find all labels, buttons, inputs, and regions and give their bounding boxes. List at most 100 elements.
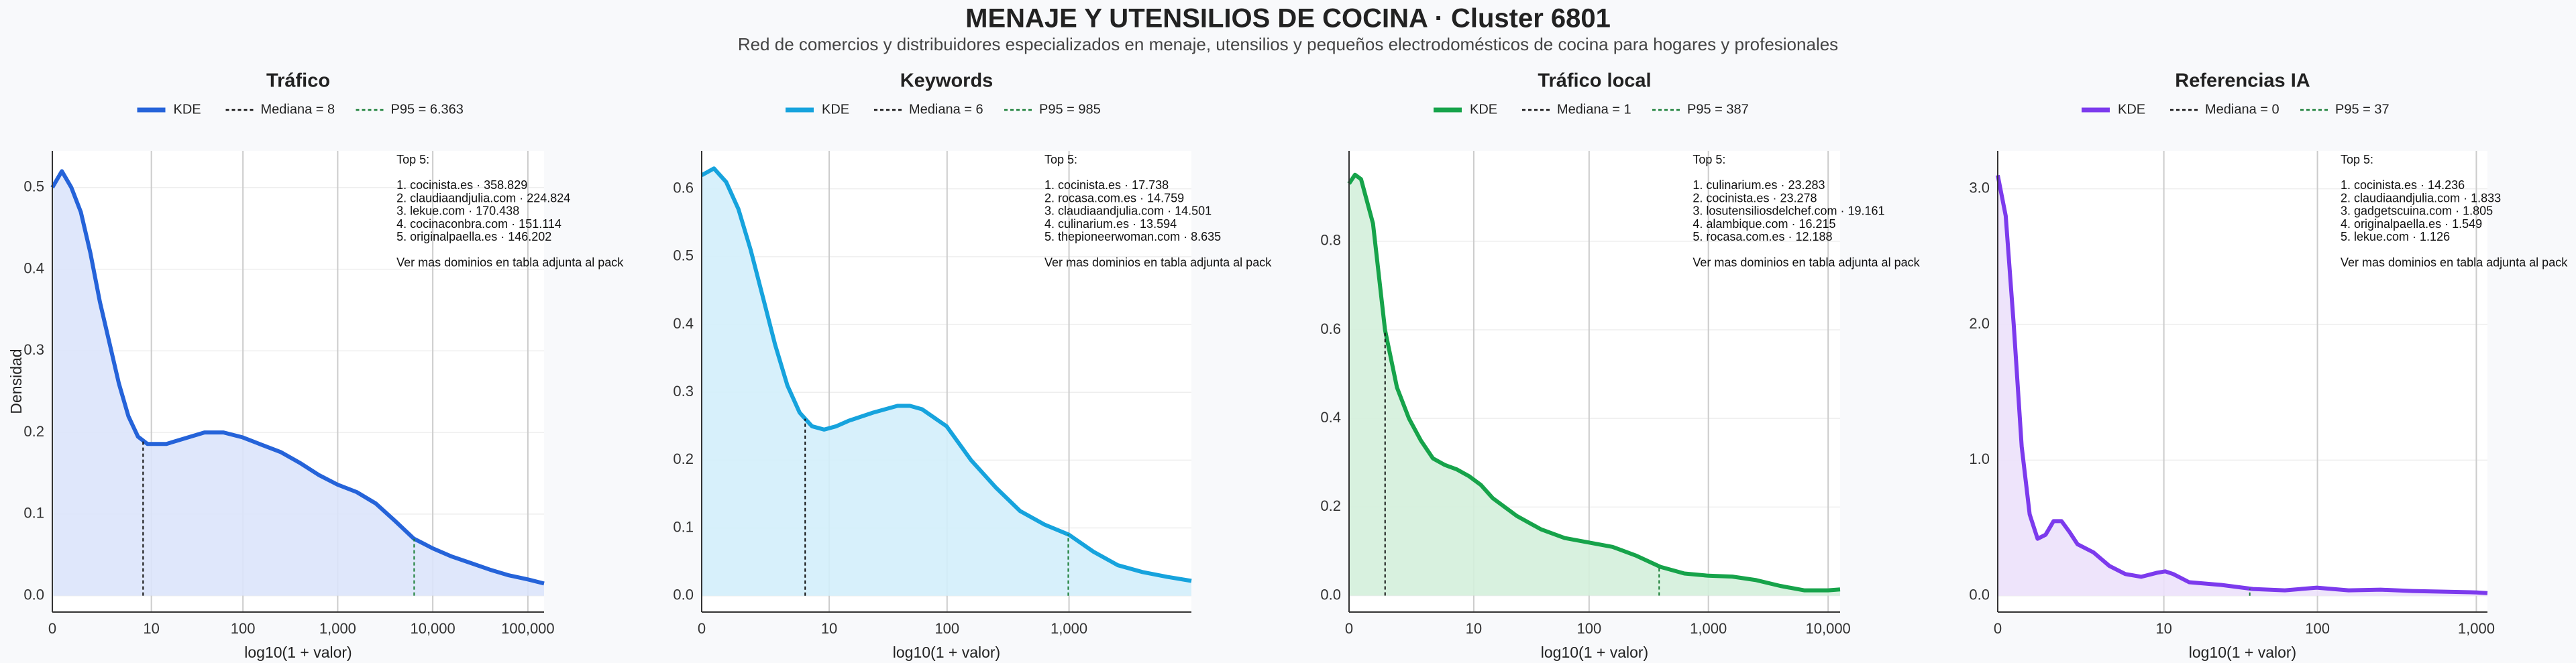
x-axis-label: log10(1 + valor) (893, 644, 1000, 661)
y-axis-label: Densidad (7, 349, 25, 414)
plot-area (1998, 151, 2487, 612)
y-tick-label: 3.0 (1969, 179, 1990, 196)
y-tick-label: 0.6 (1320, 320, 1341, 337)
annotation-line: 1. cocinista.es · 358.829 (396, 178, 527, 192)
x-tick-label: 0 (1345, 620, 1353, 637)
kde-area (52, 171, 544, 596)
annotation-line: Top 5: (1693, 153, 1725, 166)
figure-title: MENAJE Y UTENSILIOS DE COCINA · Cluster … (965, 4, 1611, 34)
x-axis-label: log10(1 + valor) (2189, 644, 2296, 661)
annotation-line: Ver mas dominios en tabla adjunta al pac… (1044, 255, 1272, 269)
x-tick-label: 10 (2155, 620, 2171, 637)
x-axis-label: log10(1 + valor) (244, 644, 352, 661)
annotation-line: 4. originalpaella.es · 1.549 (2341, 217, 2482, 231)
y-tick-label: 0.6 (673, 179, 694, 196)
x-tick-label: 1,000 (319, 620, 356, 637)
annotation-line: 4. cocinaconbra.com · 151.114 (396, 217, 561, 231)
annotation-line: 4. alambique.com · 16.215 (1693, 217, 1835, 231)
annotation-line: Top 5: (2341, 153, 2373, 166)
figure-subtitle: Red de comercios y distribuidores especi… (738, 34, 1838, 54)
x-tick-label: 10,000 (1806, 620, 1851, 637)
x-tick-label: 10 (1466, 620, 1482, 637)
annotation-line: 1. culinarium.es · 23.283 (1693, 178, 1825, 192)
annotation-line: 3. claudiaandjulia.com · 14.501 (1044, 204, 1212, 218)
legend-label: P95 = 985 (1039, 102, 1101, 117)
x-tick-label: 100 (231, 620, 256, 637)
x-tick-label: 100,000 (501, 620, 555, 637)
kde-line (1347, 172, 1841, 593)
y-tick-label: 0.3 (673, 383, 694, 400)
y-tick-label: 0.0 (23, 586, 44, 603)
x-tick-label: 1,000 (1690, 620, 1727, 637)
annotation-line: 4. culinarium.es · 13.594 (1044, 217, 1177, 231)
legend-label: P95 = 37 (2335, 102, 2390, 117)
legend-label: P95 = 6.363 (391, 102, 464, 117)
annotation-line: 2. claudiaandjulia.com · 224.824 (396, 191, 570, 204)
y-tick-label: 0.0 (673, 587, 694, 603)
legend-label: Mediana = 0 (2205, 102, 2279, 117)
x-tick-label: 0 (1994, 620, 2002, 637)
y-tick-label: 0.2 (23, 423, 44, 440)
kde-line (50, 169, 545, 586)
legend-label: KDE (174, 102, 201, 117)
annotation-line: 2. cocinista.es · 23.278 (1693, 191, 1817, 204)
annotation-line: 5. thepioneerwoman.com · 8.635 (1044, 230, 1221, 243)
annotation-line: 3. losutensiliosdelchef.com · 19.161 (1693, 204, 1884, 218)
x-tick-label: 0 (48, 620, 56, 637)
annotation-line: 3. lekue.com · 170.438 (396, 204, 519, 218)
legend-label: KDE (822, 102, 849, 117)
legend-label: Mediana = 6 (909, 102, 983, 117)
annotation-line: 1. cocinista.es · 14.236 (2341, 178, 2465, 192)
x-axis-label: log10(1 + valor) (1541, 644, 1648, 661)
annotation-line: Ver mas dominios en tabla adjunta al pac… (1693, 255, 1920, 269)
y-tick-label: 2.0 (1969, 315, 1990, 332)
annotation-line: 5. lekue.com · 1.126 (2341, 230, 2450, 243)
y-tick-label: 0.4 (673, 315, 694, 332)
x-tick-label: 1,000 (1051, 620, 1087, 637)
y-tick-label: 0.0 (1969, 587, 1990, 603)
x-tick-label: 10 (143, 620, 159, 637)
panel-title: Tráfico local (1538, 70, 1651, 92)
annotation-line: Ver mas dominios en tabla adjunta al pac… (396, 255, 624, 269)
kde-line (1996, 174, 2488, 595)
y-tick-label: 0.4 (23, 259, 44, 276)
y-tick-label: 0.1 (673, 518, 694, 535)
annotation-line: 2. claudiaandjulia.com · 1.833 (2341, 191, 2501, 204)
annotation-line: Ver mas dominios en tabla adjunta al pac… (2341, 255, 2568, 269)
kde-area (1349, 174, 1840, 596)
legend-label: KDE (2118, 102, 2145, 117)
y-tick-label: 0.2 (673, 450, 694, 467)
y-tick-label: 0.2 (1320, 497, 1341, 514)
y-tick-label: 0.5 (23, 178, 44, 195)
x-tick-label: 1,000 (2458, 620, 2495, 637)
panel-title: Keywords (900, 70, 994, 92)
y-tick-label: 1.0 (1969, 450, 1990, 467)
annotation-line: 2. rocasa.com.es · 14.759 (1044, 191, 1184, 204)
y-tick-label: 0.5 (673, 247, 694, 264)
x-tick-label: 100 (934, 620, 959, 637)
x-tick-label: 100 (2305, 620, 2330, 637)
panel-title: Referencias IA (2175, 70, 2310, 92)
annotation-line: 5. originalpaella.es · 146.202 (396, 230, 551, 243)
legend-label: Mediana = 1 (1557, 102, 1631, 117)
annotation-line: Top 5: (1044, 153, 1077, 166)
y-tick-label: 0.1 (23, 505, 44, 522)
annotation-line: Top 5: (396, 153, 429, 166)
legend-label: KDE (1470, 102, 1497, 117)
annotation-line: 5. rocasa.com.es · 12.188 (1693, 230, 1832, 243)
kde-area (1998, 175, 2487, 596)
x-tick-label: 0 (698, 620, 706, 637)
x-tick-label: 10 (821, 620, 837, 637)
panel-title: Tráfico (266, 70, 330, 92)
kde-line (700, 166, 1192, 583)
y-tick-label: 0.8 (1320, 232, 1341, 249)
annotation-line: 3. gadgetscuina.com · 1.805 (2341, 204, 2493, 218)
x-tick-label: 10,000 (410, 620, 455, 637)
y-tick-label: 0.4 (1320, 409, 1341, 426)
legend-label: Mediana = 8 (261, 102, 335, 117)
annotation-line: 1. cocinista.es · 17.738 (1044, 178, 1169, 192)
y-tick-label: 0.0 (1320, 586, 1341, 603)
kde-area (702, 168, 1191, 596)
